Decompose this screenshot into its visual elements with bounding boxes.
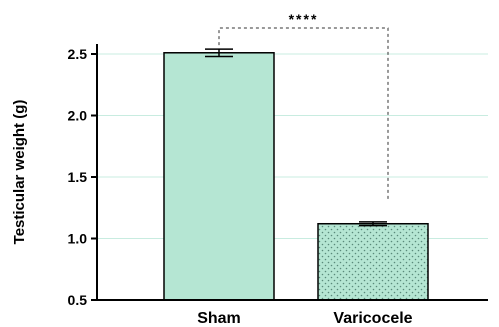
y-axis-label: Testicular weight (g) xyxy=(11,100,28,245)
labels: Sham Varicocele 0.5 1.0 1.5 2.0 2.5 **** xyxy=(68,11,413,327)
x-tick-label-1: Varicocele xyxy=(333,310,412,327)
y-tick-label-0: 0.5 xyxy=(68,292,88,308)
bars xyxy=(163,48,429,301)
y-tick-label-1: 1.0 xyxy=(68,231,88,247)
y-tick-label-3: 2.0 xyxy=(68,108,88,124)
y-tick-label-4: 2.5 xyxy=(68,46,88,62)
significance-label: **** xyxy=(289,11,319,27)
axes xyxy=(91,44,488,301)
gridlines xyxy=(97,53,488,239)
significance-bracket xyxy=(218,27,389,200)
bar-sham xyxy=(163,52,275,301)
bar-varicocele xyxy=(317,222,429,301)
y-tick-label-2: 1.5 xyxy=(68,169,88,185)
x-tick-label-0: Sham xyxy=(197,310,241,327)
